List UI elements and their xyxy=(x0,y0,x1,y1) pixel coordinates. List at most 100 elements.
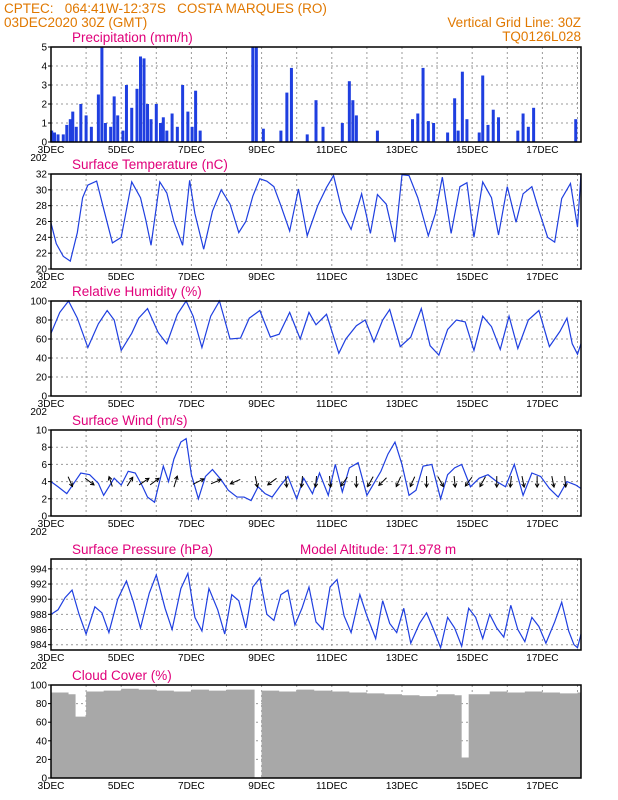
y-tick-label: 6 xyxy=(41,460,47,471)
header-model-code: TQ0126L028 xyxy=(502,29,581,44)
wind-arrow-head xyxy=(452,483,458,489)
wind-arrow-shaft xyxy=(138,477,150,486)
wind-arrow xyxy=(126,476,134,487)
y-tick-label: 990 xyxy=(30,595,47,606)
panel-5: 0 20 40 60 80 100 3DEC 5DEC 7DEC 9DEC 11DEC 13DEC 15… xyxy=(30,668,582,792)
wind-arrow-shaft xyxy=(340,476,348,487)
y-tick-label: 994 xyxy=(30,564,47,575)
precip-bar xyxy=(526,126,530,142)
wind-arrow-shaft xyxy=(192,478,205,485)
wind-arrow-shaft xyxy=(395,476,402,487)
x-tick-label: 3DEC xyxy=(38,399,65,410)
panel-2: 0 20 40 60 80 100 3DEC 5DEC 7DEC 9DEC 11DEC 13DEC 15… xyxy=(30,284,582,418)
y-tick-label: 0 xyxy=(41,392,47,403)
wind-arrow-head xyxy=(313,483,319,489)
x-tick-label: 15DEC xyxy=(456,519,488,530)
wind-arrow-shaft xyxy=(210,478,222,485)
precip-bar xyxy=(124,85,128,142)
precip-bar xyxy=(305,134,309,142)
y-tick-label: 60 xyxy=(36,335,48,346)
x-tick-label: 3DEC xyxy=(38,781,65,792)
x-tick-label: 13DEC xyxy=(386,272,418,283)
x-tick-label: 11DEC xyxy=(316,519,348,530)
x-year-label: 202 xyxy=(30,280,47,291)
wind-arrow-shaft xyxy=(409,476,416,487)
y-tick-label: 100 xyxy=(30,681,47,692)
wind-arrow xyxy=(229,478,241,485)
x-year-label: 202 xyxy=(30,153,47,164)
x-tick-label: 7DEC xyxy=(178,653,205,664)
y-tick-label: 2 xyxy=(41,100,47,111)
series-line xyxy=(50,571,582,650)
x-tick-label: 13DEC xyxy=(386,781,418,792)
wind-arrow-head xyxy=(534,483,540,489)
precip-bar xyxy=(165,130,169,142)
panel-title: Surface Pressure (hPa) xyxy=(72,542,213,557)
wind-arrow xyxy=(464,476,473,487)
precip-bar xyxy=(481,75,485,142)
wind-arrow-head xyxy=(409,482,414,488)
panel-1: 20 22 24 26 28 30 32 3DEC 5DEC 7DEC 9DEC 11DEC 13DEC… xyxy=(30,157,582,291)
y-tick-label: 0 xyxy=(41,774,47,785)
precip-bar xyxy=(190,126,194,142)
precip-bar xyxy=(432,123,436,142)
precip-bar xyxy=(139,56,143,142)
wind-arrow-head xyxy=(439,482,444,488)
wind-arrow xyxy=(424,476,429,489)
x-tick-label: 13DEC xyxy=(386,519,418,530)
y-tick-label: 8 xyxy=(41,443,47,454)
precip-bar xyxy=(121,130,125,142)
wind-arrow-head xyxy=(395,482,400,488)
header-grid-note: Vertical Grid Line: 30Z xyxy=(447,15,581,30)
x-tick-label: 15DEC xyxy=(456,399,488,410)
wind-arrow xyxy=(138,477,150,486)
x-tick-label: 3DEC xyxy=(38,519,65,530)
precip-bar xyxy=(340,123,344,142)
wind-arrow-head xyxy=(254,483,260,489)
precip-bar xyxy=(456,130,460,142)
precip-bar xyxy=(532,107,536,142)
wind-arrow-head xyxy=(367,482,372,488)
x-tick-label: 17DEC xyxy=(526,399,558,410)
wind-arrow-shaft xyxy=(437,476,444,487)
series-line xyxy=(50,437,582,504)
y-tick-label: 988 xyxy=(30,610,47,621)
wind-arrow-head xyxy=(128,476,134,482)
precip-bar xyxy=(426,121,430,142)
x-tick-label: 7DEC xyxy=(178,272,205,283)
precip-bar xyxy=(89,126,93,142)
wind-arrow-shaft xyxy=(108,476,113,487)
precip-bar xyxy=(446,132,450,142)
wind-arrow-head xyxy=(494,483,500,489)
wind-arrow-head xyxy=(508,483,513,489)
wind-arrow xyxy=(409,476,416,488)
wind-arrow-shaft xyxy=(367,476,374,487)
panel-frame xyxy=(50,300,582,397)
precip-bar xyxy=(135,88,139,142)
precip-bar xyxy=(175,126,179,142)
x-tick-label: 11DEC xyxy=(316,145,348,156)
precip-bar xyxy=(146,104,150,142)
wind-arrow xyxy=(395,476,402,488)
precip-bar xyxy=(100,47,104,142)
y-tick-label: 26 xyxy=(36,217,48,228)
precip-bar xyxy=(159,123,163,142)
wind-arrow xyxy=(254,476,260,489)
wind-arrow-shaft xyxy=(230,478,241,485)
wind-arrow xyxy=(563,476,568,489)
precip-bar xyxy=(65,124,69,142)
wind-arrow-head xyxy=(464,481,470,487)
x-tick-label: 9DEC xyxy=(248,145,275,156)
y-tick-label: 20 xyxy=(36,265,48,276)
wind-arrow xyxy=(479,476,486,488)
precip-bar xyxy=(375,130,379,142)
precip-bar xyxy=(289,67,293,142)
precip-bar xyxy=(161,117,165,142)
precip-bar xyxy=(142,58,146,142)
wind-arrow xyxy=(551,476,556,489)
cloud-cover-area xyxy=(51,688,581,778)
x-tick-label: 3DEC xyxy=(38,272,65,283)
wind-arrow-head xyxy=(378,481,383,487)
wind-arrow-head xyxy=(174,475,179,481)
wind-arrow-head xyxy=(69,482,74,488)
